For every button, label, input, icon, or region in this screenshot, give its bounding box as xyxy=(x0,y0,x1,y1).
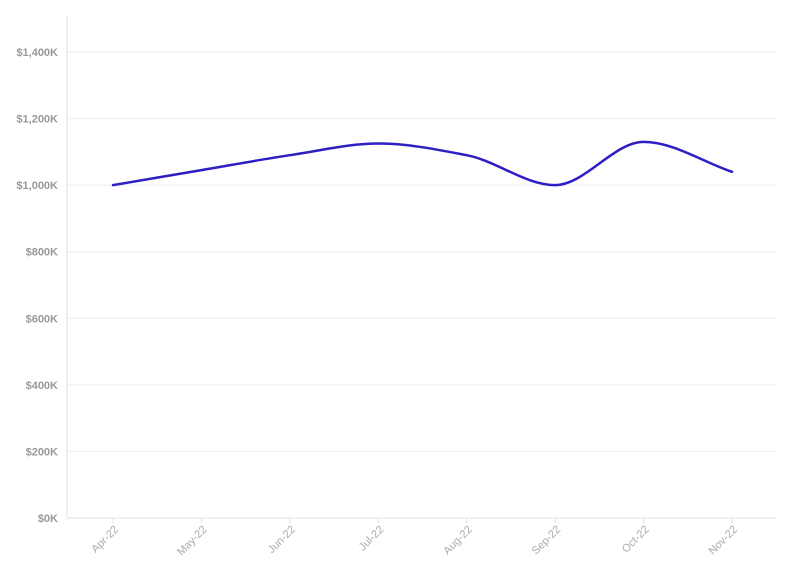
x-axis-ticks: Apr-22 May-22 Jun-22 Jul-22 Aug-22 Sep-22 Oct-… xyxy=(89,518,740,558)
x-tick-label: Apr-22 xyxy=(89,524,121,556)
y-axis-ticks: $0K $200K $400K $600K $800K $1,000K $1,200K $1,… xyxy=(16,47,58,525)
grid-layer xyxy=(67,51,777,452)
data-point[interactable] xyxy=(195,164,207,176)
y-tick-label: $200K xyxy=(26,446,58,458)
data-point[interactable] xyxy=(461,149,473,161)
y-tick-label: $1,200K xyxy=(16,114,58,126)
series-line xyxy=(111,140,734,187)
y-tick-label: $0K xyxy=(38,513,58,525)
x-tick-label: Aug-22 xyxy=(441,524,475,558)
data-point[interactable] xyxy=(372,138,384,150)
y-tick-label: $1,000K xyxy=(16,180,58,192)
x-tick-label: May-22 xyxy=(175,524,209,558)
series-layer xyxy=(107,136,738,191)
y-tick-label: $400K xyxy=(26,380,58,392)
y-tick-label: $1,400K xyxy=(16,47,58,59)
y-tick-label: $600K xyxy=(26,313,58,325)
x-tick-label: Oct-22 xyxy=(620,524,652,556)
x-tick-label: Jul-22 xyxy=(357,524,387,554)
data-point[interactable] xyxy=(638,136,650,148)
data-point[interactable] xyxy=(107,179,119,191)
x-tick-label: Jun-22 xyxy=(266,524,298,556)
y-tick-label: $800K xyxy=(26,247,58,259)
data-point[interactable] xyxy=(284,149,296,161)
x-tick-label: Sep-22 xyxy=(530,524,564,558)
data-point[interactable] xyxy=(549,179,561,191)
x-tick-label: Nov-22 xyxy=(707,524,741,558)
data-point[interactable] xyxy=(726,166,738,178)
